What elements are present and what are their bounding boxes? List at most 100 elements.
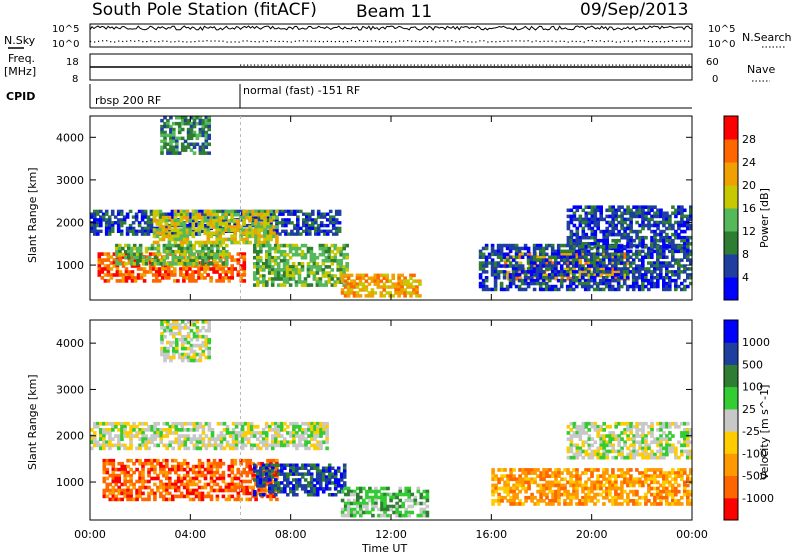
heatmap-cell [554,276,559,281]
heatmap-cell [506,270,511,275]
heatmap-cell [210,437,215,441]
heatmap-cell [616,267,621,271]
heatmap-cell [105,470,110,475]
heatmap-cell [264,431,269,435]
heatmap-cell [123,431,127,435]
heatmap-cell [656,267,660,271]
heatmap-cell [587,217,592,222]
heatmap-cell [230,215,234,220]
heatmap-cell [144,458,148,463]
heatmap-cell [105,467,110,472]
heatmap-cell [575,255,580,260]
heatmap-cell [653,232,657,237]
heatmap-cell [200,264,204,268]
heatmap-cell [183,252,187,257]
heatmap-cell [622,281,627,286]
heatmap-cell [99,218,103,222]
heatmap-cell [601,278,606,283]
heatmap-cell [589,284,594,289]
heatmap-cell [674,235,678,240]
heatmap-cell [256,280,260,284]
heatmap-cell [233,234,237,239]
heatmap-cell [104,229,109,233]
heatmap-cell [147,437,151,441]
heatmap-cell [201,428,206,432]
heatmap-cell [569,258,574,263]
heatmap-cell [325,229,330,233]
heatmap-cell [290,212,294,216]
heatmap-cell [153,424,157,429]
heatmap-cell [586,270,591,274]
heatmap-cell [265,478,269,482]
heatmap-cell [578,217,583,222]
heatmap-cell [224,228,228,232]
nsearch-dot [403,40,405,42]
heatmap-cell [102,458,107,463]
heatmap-cell [303,484,308,488]
heatmap-cell [293,223,297,228]
heatmap-cell [340,276,345,280]
heatmap-cell [581,252,586,256]
heatmap-cell [336,265,340,269]
heatmap-cell [210,246,214,251]
heatmap-cell [168,470,172,475]
heatmap-cell [227,225,231,229]
nave-dot [518,64,520,66]
nsearch-dot [98,40,100,42]
heatmap-cell [174,431,179,435]
heatmap-cell [535,264,540,268]
heatmap-cell [355,273,360,278]
heatmap-cell [368,510,372,515]
heatmap-cell [306,265,311,269]
heatmap-cell [274,424,278,429]
heatmap-cell [278,232,282,236]
heatmap-cell [595,261,600,265]
heatmap-cell [303,463,308,467]
heatmap-cell [272,225,276,229]
heatmap-cell [312,487,317,491]
heatmap-cell [593,220,598,225]
heatmap-cell [207,255,211,260]
heatmap-cell [221,270,225,274]
heatmap-cell [165,421,169,426]
heatmap-cell [608,214,612,219]
heatmap-cell [265,252,269,257]
nave-dot [299,64,301,66]
heatmap-cell [637,276,642,280]
nsearch-dot [154,41,156,43]
heatmap-cell [169,133,173,138]
heatmap-cell [153,467,157,472]
heatmap-cell [626,217,630,222]
heatmap-cell [177,259,182,263]
heatmap-cell [120,467,124,472]
heatmap-cell [185,228,190,232]
heatmap-cell [248,497,252,502]
heatmap-cell [592,278,597,283]
heatmap-cell [275,237,279,242]
heatmap-cell [547,267,552,271]
heatmap-cell [153,476,157,481]
heatmap-cell [141,431,145,435]
heatmap-cell [213,440,218,445]
heatmap-cell [668,284,672,289]
heatmap-cell [327,271,332,275]
heatmap-cell [103,264,108,268]
heatmap-cell [123,482,127,487]
heatmap-cell [231,421,236,426]
heatmap-cell [650,281,654,286]
heatmap-cell [523,276,528,280]
heatmap-cell [626,223,630,228]
heatmap-cell [521,252,526,256]
heatmap-cell [315,280,320,284]
heatmap-cell [569,235,574,240]
heatmap-cell [641,238,645,243]
heatmap-cell [316,431,320,435]
heatmap-cell [316,440,320,445]
heatmap-cell [164,212,169,216]
heatmap-cell [269,497,273,502]
power-ylabel: Slant Range [km] [26,167,39,263]
heatmap-cell [535,278,540,283]
heatmap-cell [616,273,621,277]
nsearch-dot [370,40,373,42]
heatmap-cell [611,255,615,260]
